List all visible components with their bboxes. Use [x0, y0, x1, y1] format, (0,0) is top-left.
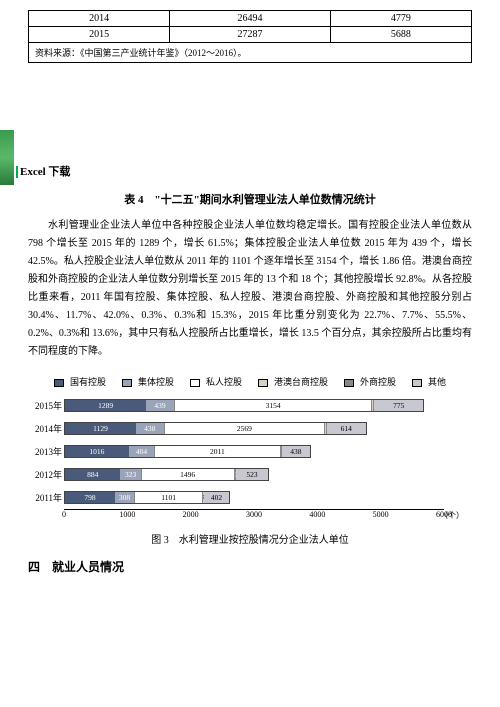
- legend-item: 其他: [408, 377, 450, 387]
- figure-caption: 图 3 水利管理业按控股情况分企业法人单位: [28, 531, 472, 546]
- bar-segment: 323: [120, 469, 140, 480]
- legend-item: 私人控股: [186, 377, 246, 387]
- legend-label: 外商控股: [360, 377, 396, 387]
- chart-row: 2012年884323149699523: [64, 463, 472, 485]
- legend-swatch: [54, 379, 64, 387]
- legend-swatch: [344, 379, 354, 387]
- data-table-top: 2014 26494 4779 2015 27287 5688 资料来源：《中国…: [28, 10, 472, 63]
- table-row: 2014 26494 4779: [29, 11, 472, 27]
- bar-segment: 1496: [141, 469, 235, 480]
- legend-item: 国有控股: [50, 377, 110, 387]
- stacked-bar-chart: 国有控股 集体控股 私人控股 港澳台商控股 外商控股 其他 2015年1289439315…: [28, 375, 472, 546]
- x-tick: 3000: [246, 510, 262, 519]
- legend-label: 其他: [428, 377, 446, 387]
- legend-label: 国有控股: [70, 377, 106, 387]
- bar-segment: 438: [282, 446, 310, 457]
- cell: 5688: [330, 27, 471, 43]
- chart-row: 2011年798308110177402: [64, 486, 472, 508]
- section-heading-4: 四 就业人员情况: [28, 558, 472, 575]
- chart-legend: 国有控股 集体控股 私人控股 港澳台商控股 外商控股 其他: [28, 375, 472, 388]
- bar-segment: 439: [146, 400, 174, 411]
- bar-stack: 798308110177402: [64, 491, 230, 504]
- bar-segment: 1289: [65, 400, 146, 411]
- x-tick: 0: [62, 510, 66, 519]
- paragraph-body: 水利管理业企业法人单位中各种控股企业法人单位数均稳定增长。国有控股企业法人单位数…: [28, 217, 472, 361]
- legend-swatch: [412, 379, 422, 387]
- bar-segment: 1016: [65, 446, 129, 457]
- cell: 2014: [29, 11, 170, 27]
- bar-stack: 112943825691316614: [64, 422, 367, 435]
- bar-segment: 2011: [154, 446, 280, 457]
- bar-segment: 1101: [134, 492, 203, 503]
- bar-stack: 884323149699523: [64, 468, 269, 481]
- bar-segment: 798: [65, 492, 115, 503]
- table-source-row: 资料来源：《中国第三产业统计年鉴》（2012～2016）。: [29, 43, 472, 63]
- bar-segment: 523: [236, 469, 269, 480]
- table-row: 2015 27287 5688: [29, 27, 472, 43]
- legend-item: 港澳台商控股: [254, 377, 332, 387]
- bar-segment: 308: [115, 492, 134, 503]
- legend-swatch: [122, 379, 132, 387]
- bar-stack: 128943931541318775: [64, 399, 424, 412]
- bar-segment: 1129: [65, 423, 136, 434]
- bar-segment: 884: [65, 469, 120, 480]
- bar-segment: 775: [374, 400, 423, 411]
- marker-icon: [16, 166, 18, 178]
- table-4-title: 表 4 "十二五"期间水利管理业法人单位数情况统计: [28, 191, 472, 207]
- chart-row: 2013年101640420111213438: [64, 440, 472, 462]
- chart-row: 2015年128943931541318775: [64, 394, 472, 416]
- y-label: 2012年: [28, 468, 62, 481]
- bar-segment: 2569: [164, 423, 326, 434]
- legend-label: 集体控股: [138, 377, 174, 387]
- y-label: 2011年: [28, 491, 62, 504]
- legend-item: 外商控股: [340, 377, 400, 387]
- y-label: 2015年: [28, 399, 62, 412]
- y-label: 2014年: [28, 422, 62, 435]
- bar-segment: 402: [204, 492, 229, 503]
- bar-stack: 101640420111213438: [64, 445, 311, 458]
- chart-area: 2015年1289439315413187752014年112943825691…: [28, 394, 472, 523]
- legend-swatch: [190, 379, 200, 387]
- x-tick: 4000: [309, 510, 325, 519]
- y-label: 2013年: [28, 445, 62, 458]
- x-unit: （个）: [440, 510, 464, 521]
- x-tick: 5000: [373, 510, 389, 519]
- cell: 2015: [29, 27, 170, 43]
- x-tick: 1000: [119, 510, 135, 519]
- legend-label: 私人控股: [206, 377, 242, 387]
- legend-item: 集体控股: [118, 377, 178, 387]
- cell: 4779: [330, 11, 471, 27]
- cell: 26494: [170, 11, 330, 27]
- cell: 27287: [170, 27, 330, 43]
- legend-swatch: [258, 379, 268, 387]
- decorative-green-bar: [0, 130, 14, 185]
- bar-segment: 404: [129, 446, 154, 457]
- bar-segment: 438: [136, 423, 164, 434]
- x-axis: 0100020003000400050006000（个）: [64, 509, 444, 523]
- bar-segment: 3154: [174, 400, 373, 411]
- chart-row: 2014年112943825691316614: [64, 417, 472, 439]
- excel-download-link[interactable]: Excel 下载: [16, 163, 472, 179]
- legend-label: 港澳台商控股: [274, 377, 328, 387]
- excel-label: Excel 下载: [20, 166, 70, 178]
- source-text: 资料来源：《中国第三产业统计年鉴》（2012～2016）。: [29, 43, 472, 63]
- x-tick: 2000: [183, 510, 199, 519]
- bar-segment: 614: [327, 423, 366, 434]
